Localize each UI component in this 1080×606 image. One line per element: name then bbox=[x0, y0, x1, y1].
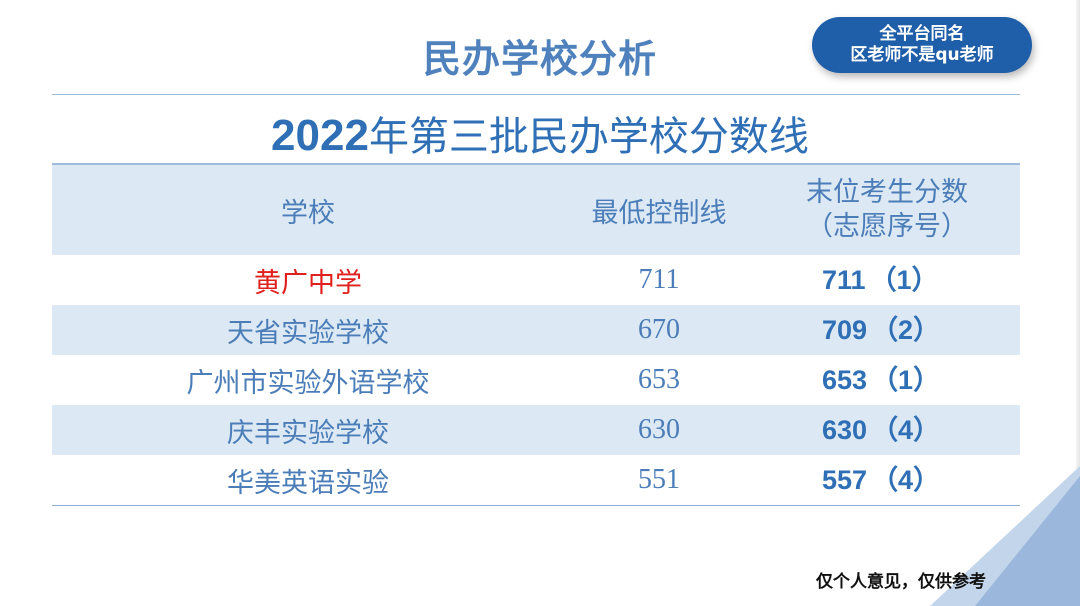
table-row: 华美英语实验 551 557 （4） bbox=[52, 455, 1020, 505]
min-line-value: 711 bbox=[638, 264, 680, 295]
school-name: 庆丰实验学校 bbox=[227, 417, 389, 449]
last-score-value: 709 （2） bbox=[754, 313, 1020, 347]
last-score-value: 557 （4） bbox=[754, 463, 1020, 497]
score-table: 学校 最低控制线 末位考生分数 （志愿序号） 黄广中学 711 711 （1） 天… bbox=[52, 163, 1020, 506]
table-header: 学校 最低控制线 末位考生分数 （志愿序号） bbox=[52, 163, 1020, 255]
school-name: 黄广中学 bbox=[254, 267, 362, 299]
choice-order: （4） bbox=[871, 465, 941, 495]
min-line-value: 630 bbox=[638, 414, 680, 445]
header-school: 学校 bbox=[281, 197, 335, 229]
last-score: 557 bbox=[822, 465, 868, 495]
table-row: 广州市实验外语学校 653 653 （1） bbox=[52, 355, 1020, 405]
school-name: 天省实验学校 bbox=[227, 317, 389, 349]
header-min-line: 最低控制线 bbox=[591, 197, 727, 229]
choice-order: （1） bbox=[871, 365, 941, 395]
badge-line-2: 区老师不是qu老师 bbox=[850, 45, 994, 65]
badge-line-1: 全平台同名 bbox=[879, 24, 965, 44]
header-last-score: 末位考生分数 （志愿序号） bbox=[754, 176, 1020, 244]
table-row: 黄广中学 711 711 （1） bbox=[52, 255, 1020, 305]
header-last-score-line2: （志愿序号） bbox=[806, 211, 968, 242]
disclaimer-text: 仅个人意见，仅供参考 bbox=[816, 572, 986, 592]
choice-order: （4） bbox=[871, 415, 941, 445]
table-title-year: 2022 bbox=[271, 111, 369, 160]
school-name: 广州市实验外语学校 bbox=[186, 367, 430, 399]
page-title: 民办学校分析 bbox=[422, 37, 657, 81]
choice-order: （2） bbox=[871, 315, 941, 345]
min-line-value: 653 bbox=[638, 364, 680, 395]
table-row: 庆丰实验学校 630 630 （4） bbox=[52, 405, 1020, 455]
corner-decoration-icon bbox=[930, 466, 1080, 606]
table-title: 2022年第三批民办学校分数线 bbox=[0, 104, 1080, 162]
choice-order: （1） bbox=[869, 265, 939, 295]
min-line-value: 551 bbox=[638, 464, 680, 495]
school-name: 华美英语实验 bbox=[227, 467, 389, 499]
last-score-value: 653 （1） bbox=[754, 363, 1020, 397]
top-divider bbox=[52, 94, 1020, 95]
last-score: 711 bbox=[822, 265, 866, 295]
table-title-text: 年第三批民办学校分数线 bbox=[368, 114, 809, 160]
last-score: 709 bbox=[822, 315, 868, 345]
last-score-value: 630 （4） bbox=[754, 413, 1020, 447]
bottom-divider bbox=[52, 505, 1020, 506]
header-last-score-line1: 末位考生分数 bbox=[806, 177, 968, 208]
min-line-value: 670 bbox=[638, 314, 680, 345]
slide-edge bbox=[1076, 0, 1080, 606]
last-score: 630 bbox=[822, 415, 868, 445]
account-badge: 全平台同名 区老师不是qu老师 bbox=[812, 17, 1032, 73]
last-score-value: 711 （1） bbox=[754, 263, 1020, 297]
last-score: 653 bbox=[822, 365, 868, 395]
table-row: 天省实验学校 670 709 （2） bbox=[52, 305, 1020, 355]
